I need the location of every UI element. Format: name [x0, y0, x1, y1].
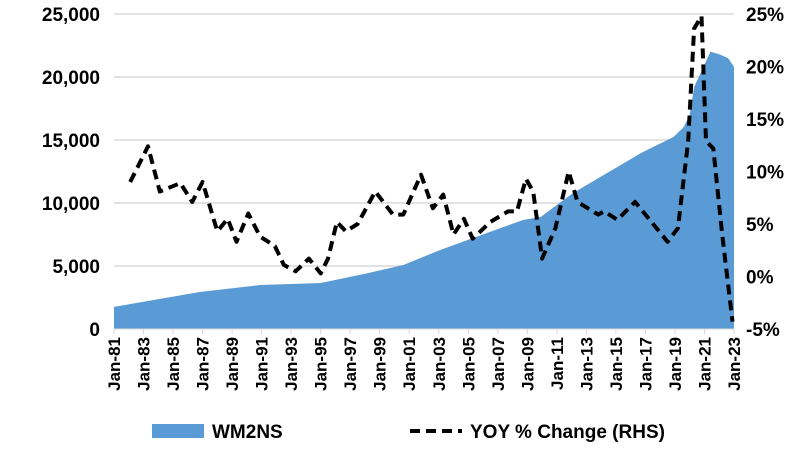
x-tick-label: Jan-91	[253, 337, 272, 391]
x-tick-label: Jan-23	[725, 337, 744, 391]
x-tick-label: Jan-01	[400, 337, 419, 391]
legend-label-wm2ns: WM2NS	[212, 422, 283, 443]
left-tick-label: 20,000	[42, 68, 100, 89]
x-tick-label: Jan-87	[194, 337, 213, 391]
x-tick-label: Jan-15	[607, 337, 626, 391]
x-tick-label: Jan-95	[312, 337, 331, 391]
x-axis-ticks: Jan-81 Jan-83 Jan-85 Jan-87 Jan-89 Jan-91 Jan-…	[105, 329, 744, 391]
right-axis-ticks: -5% 0% 5% 10% 15% 20% 25%	[746, 5, 784, 341]
x-tick-label: Jan-89	[223, 337, 242, 391]
x-tick-label: Jan-97	[341, 337, 360, 391]
left-tick-label: 10,000	[42, 194, 100, 215]
right-tick-label: 0%	[746, 268, 774, 289]
right-tick-label: 15%	[746, 110, 784, 131]
left-tick-label: 0	[89, 320, 100, 341]
x-tick-label: Jan-93	[282, 337, 301, 391]
right-tick-label: 25%	[746, 5, 784, 26]
x-tick-label: Jan-05	[459, 337, 478, 391]
x-tick-label: Jan-03	[430, 337, 449, 391]
legend-label-yoy: YOY % Change (RHS)	[470, 422, 665, 443]
right-tick-label: 5%	[746, 215, 774, 236]
x-tick-label: Jan-07	[489, 337, 508, 391]
x-tick-label: Jan-83	[135, 337, 154, 391]
series-area-wm2ns	[114, 51, 734, 330]
x-tick-label: Jan-21	[695, 337, 714, 391]
x-tick-label: Jan-81	[105, 337, 124, 391]
left-axis-ticks: 0 5,000 10,000 15,000 20,000 25,000	[42, 5, 100, 341]
x-tick-label: Jan-19	[666, 337, 685, 391]
x-tick-label: Jan-17	[636, 337, 655, 391]
legend-swatch-wm2ns	[152, 424, 204, 438]
right-tick-label: 10%	[746, 163, 784, 184]
x-tick-label: Jan-13	[577, 337, 596, 391]
right-tick-label: 20%	[746, 58, 784, 79]
x-tick-label: Jan-85	[164, 337, 183, 391]
series-line-yoy	[128, 14, 735, 322]
x-tick-label: Jan-11	[548, 337, 567, 390]
left-tick-label: 25,000	[42, 5, 100, 26]
left-tick-label: 15,000	[42, 131, 100, 152]
legend: WM2NS YOY % Change (RHS)	[152, 422, 665, 443]
x-tick-label: Jan-09	[518, 337, 537, 391]
x-tick-label: Jan-99	[371, 337, 390, 391]
left-tick-label: 5,000	[52, 257, 100, 278]
right-tick-label: -5%	[746, 320, 780, 341]
